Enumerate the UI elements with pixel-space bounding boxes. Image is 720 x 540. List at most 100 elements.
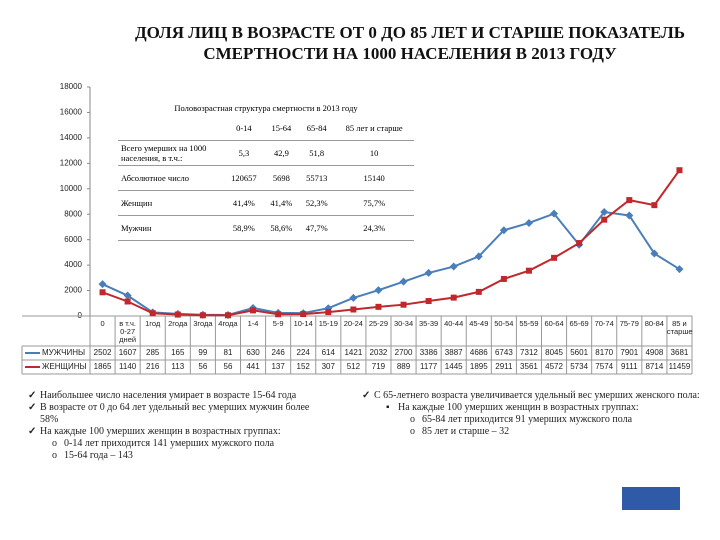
- x-tick-label: 80-84: [644, 319, 664, 328]
- table-value: 152: [297, 362, 311, 371]
- marker: [650, 249, 659, 258]
- x-tick-label: 0: [100, 319, 105, 328]
- marker: [600, 208, 609, 217]
- marker: [424, 268, 433, 277]
- table-value: 719: [372, 362, 386, 371]
- cell: 41,4%: [224, 190, 264, 216]
- table-value: 3386: [420, 348, 438, 357]
- marker: [124, 298, 131, 305]
- sub-note-text: 85 лет и старше – 32: [422, 426, 510, 437]
- table-value: 11459: [669, 362, 691, 371]
- cell: Абсолютное число: [118, 165, 224, 191]
- marker: [676, 167, 683, 174]
- table-value: 1865: [94, 362, 112, 371]
- x-tick-label: 4года: [218, 319, 238, 328]
- table-value: 1445: [445, 362, 463, 371]
- legend-label: МУЖЧИНЫ: [42, 348, 85, 357]
- x-tick-label: 85 и старше: [666, 319, 693, 336]
- header-cell: 85 лет и старше: [334, 116, 414, 141]
- x-tick-label: в т.ч. 0-27 дней: [119, 319, 137, 344]
- marker: [374, 286, 383, 295]
- cell: 24,3%: [334, 215, 414, 241]
- y-tick-label: 4000: [64, 260, 82, 269]
- table-row: Женщин 41,4% 41,4% 52,3% 75,7%: [118, 190, 414, 216]
- table-value: 56: [224, 362, 233, 371]
- table-value: 1895: [470, 362, 488, 371]
- table-value: 7901: [620, 348, 638, 357]
- marker: [174, 311, 181, 318]
- sub-list: 65-84 лет приходится 91 умерших мужского…: [398, 414, 712, 438]
- table-value: 113: [171, 362, 184, 371]
- y-tick-label: 2000: [64, 286, 82, 295]
- slide-title: ДОЛЯ ЛИЦ В ВОЗРАСТЕ ОТ 0 ДО 85 ЛЕТ И СТА…: [134, 23, 686, 63]
- cell: 55713: [299, 165, 335, 191]
- sub-note-text: 0-14 лет приходится 141 умерших мужского…: [64, 438, 275, 449]
- table-value: 4572: [545, 362, 563, 371]
- y-tick-label: 8000: [64, 209, 82, 218]
- sub-note: 15-64 года – 143: [50, 450, 318, 462]
- table-value: 8045: [545, 348, 563, 357]
- table-value: 137: [271, 362, 285, 371]
- marker: [524, 218, 533, 227]
- marker: [576, 240, 583, 247]
- table-value: 3561: [520, 362, 538, 371]
- marker: [149, 310, 156, 317]
- table-value: 1177: [420, 362, 438, 371]
- table-value: 246: [271, 348, 285, 357]
- x-tick-label: 40-44: [444, 319, 464, 328]
- table-value: 99: [198, 348, 207, 357]
- x-tick-label: 70-74: [594, 319, 614, 328]
- x-tick-label: 1год: [145, 319, 161, 328]
- table-value: 224: [297, 348, 311, 357]
- marker: [99, 289, 106, 296]
- table-value: 56: [198, 362, 207, 371]
- cell: Женщин: [118, 190, 224, 216]
- table-value: 2032: [370, 348, 388, 357]
- x-tick-label: 55-59: [519, 319, 539, 328]
- table-value: 5734: [570, 362, 588, 371]
- cell: 5698: [263, 165, 300, 191]
- note-text: Наибольшее число населения умирает в воз…: [40, 390, 297, 401]
- marker: [123, 291, 132, 300]
- table-value: 4686: [470, 348, 488, 357]
- table-value: 165: [171, 348, 185, 357]
- marker: [275, 311, 282, 318]
- table-value: 3681: [671, 348, 689, 357]
- cell: Всего умерших на 1000 населения, в т.ч.:: [118, 140, 224, 166]
- header-cell: 15-64: [263, 116, 300, 141]
- sub-note: 85 лет и старше – 32: [408, 426, 712, 438]
- y-tick-label: 18000: [60, 82, 83, 91]
- x-tick-label: 2года: [168, 319, 188, 328]
- x-tick-label: 5-9: [272, 319, 284, 328]
- marker: [550, 209, 559, 218]
- x-tick-label: 75-79: [619, 319, 639, 328]
- marker: [224, 312, 231, 319]
- note-text: В возрасте от 0 до 64 лет удельный вес у…: [40, 402, 310, 425]
- table-value: 889: [397, 362, 411, 371]
- sub-note: 65-84 лет приходится 91 умерших мужского…: [408, 414, 712, 426]
- marker: [450, 294, 457, 301]
- marker: [551, 254, 558, 261]
- table-value: 8714: [645, 362, 663, 371]
- y-tick-label: 16000: [60, 108, 83, 117]
- x-tick-label: 15-19: [318, 319, 338, 328]
- x-tick-label: 1-4: [247, 319, 259, 328]
- series-line: [102, 169, 681, 317]
- marker: [350, 306, 357, 313]
- table-value: 81: [224, 348, 233, 357]
- marker: [375, 303, 382, 310]
- table-value: 2700: [395, 348, 413, 357]
- header-cell: 65-84: [299, 116, 335, 141]
- y-tick-label: 6000: [64, 235, 82, 244]
- marker: [399, 277, 408, 286]
- table-value: 1421: [344, 348, 362, 357]
- x-tick-label: 35-39: [419, 319, 439, 328]
- cell: [118, 116, 224, 141]
- x-tick-label: 20-24: [343, 319, 363, 328]
- table-value: 5601: [570, 348, 588, 357]
- note-text: С 65-летнего возраста увеличивается удел…: [374, 390, 700, 401]
- marker: [199, 312, 206, 319]
- marker: [626, 197, 633, 204]
